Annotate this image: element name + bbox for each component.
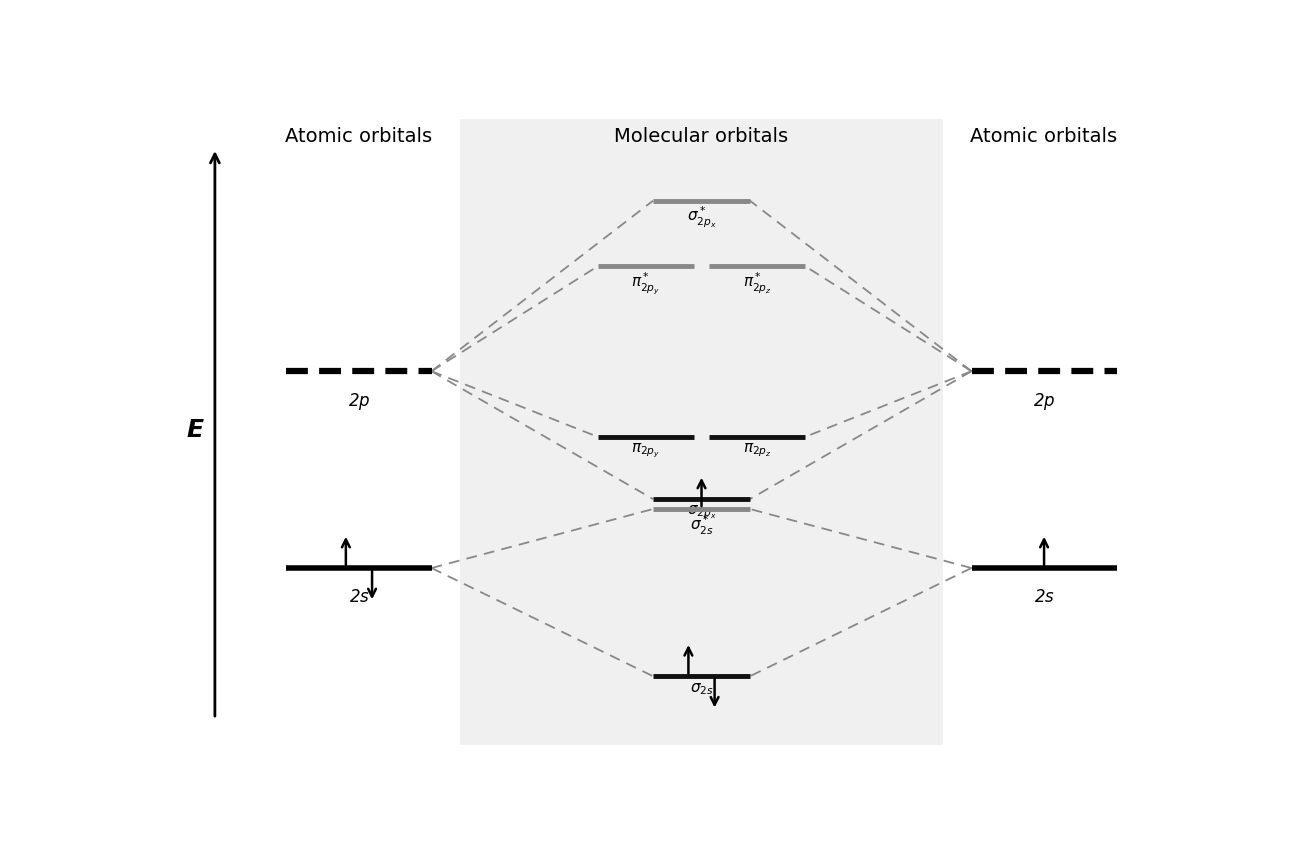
FancyBboxPatch shape xyxy=(460,118,944,746)
Text: $\sigma^*_{2s}$: $\sigma^*_{2s}$ xyxy=(689,514,714,537)
Text: $\sigma_{2p_x}$: $\sigma_{2p_x}$ xyxy=(686,504,716,521)
Text: 2$p$: 2$p$ xyxy=(1034,391,1056,412)
Text: Molecular orbitals: Molecular orbitals xyxy=(615,127,789,147)
Text: $\sigma_{2s}$: $\sigma_{2s}$ xyxy=(689,681,714,697)
Text: $\pi_{2p_y}$: $\pi_{2p_y}$ xyxy=(632,441,660,459)
Text: Atomic orbitals: Atomic orbitals xyxy=(971,127,1118,147)
Text: 2$s$: 2$s$ xyxy=(348,588,369,606)
Text: $\pi_{2p_z}$: $\pi_{2p_z}$ xyxy=(742,441,771,459)
Text: $\pi^*_{2p_y}$: $\pi^*_{2p_y}$ xyxy=(632,271,660,296)
Text: 2$s$: 2$s$ xyxy=(1034,588,1054,606)
Text: 2$p$: 2$p$ xyxy=(348,391,370,412)
Text: Atomic orbitals: Atomic orbitals xyxy=(286,127,433,147)
Text: $\sigma^*_{2p_x}$: $\sigma^*_{2p_x}$ xyxy=(686,205,716,230)
Text: $\pi^*_{2p_z}$: $\pi^*_{2p_z}$ xyxy=(742,271,771,296)
Text: E: E xyxy=(186,418,203,442)
